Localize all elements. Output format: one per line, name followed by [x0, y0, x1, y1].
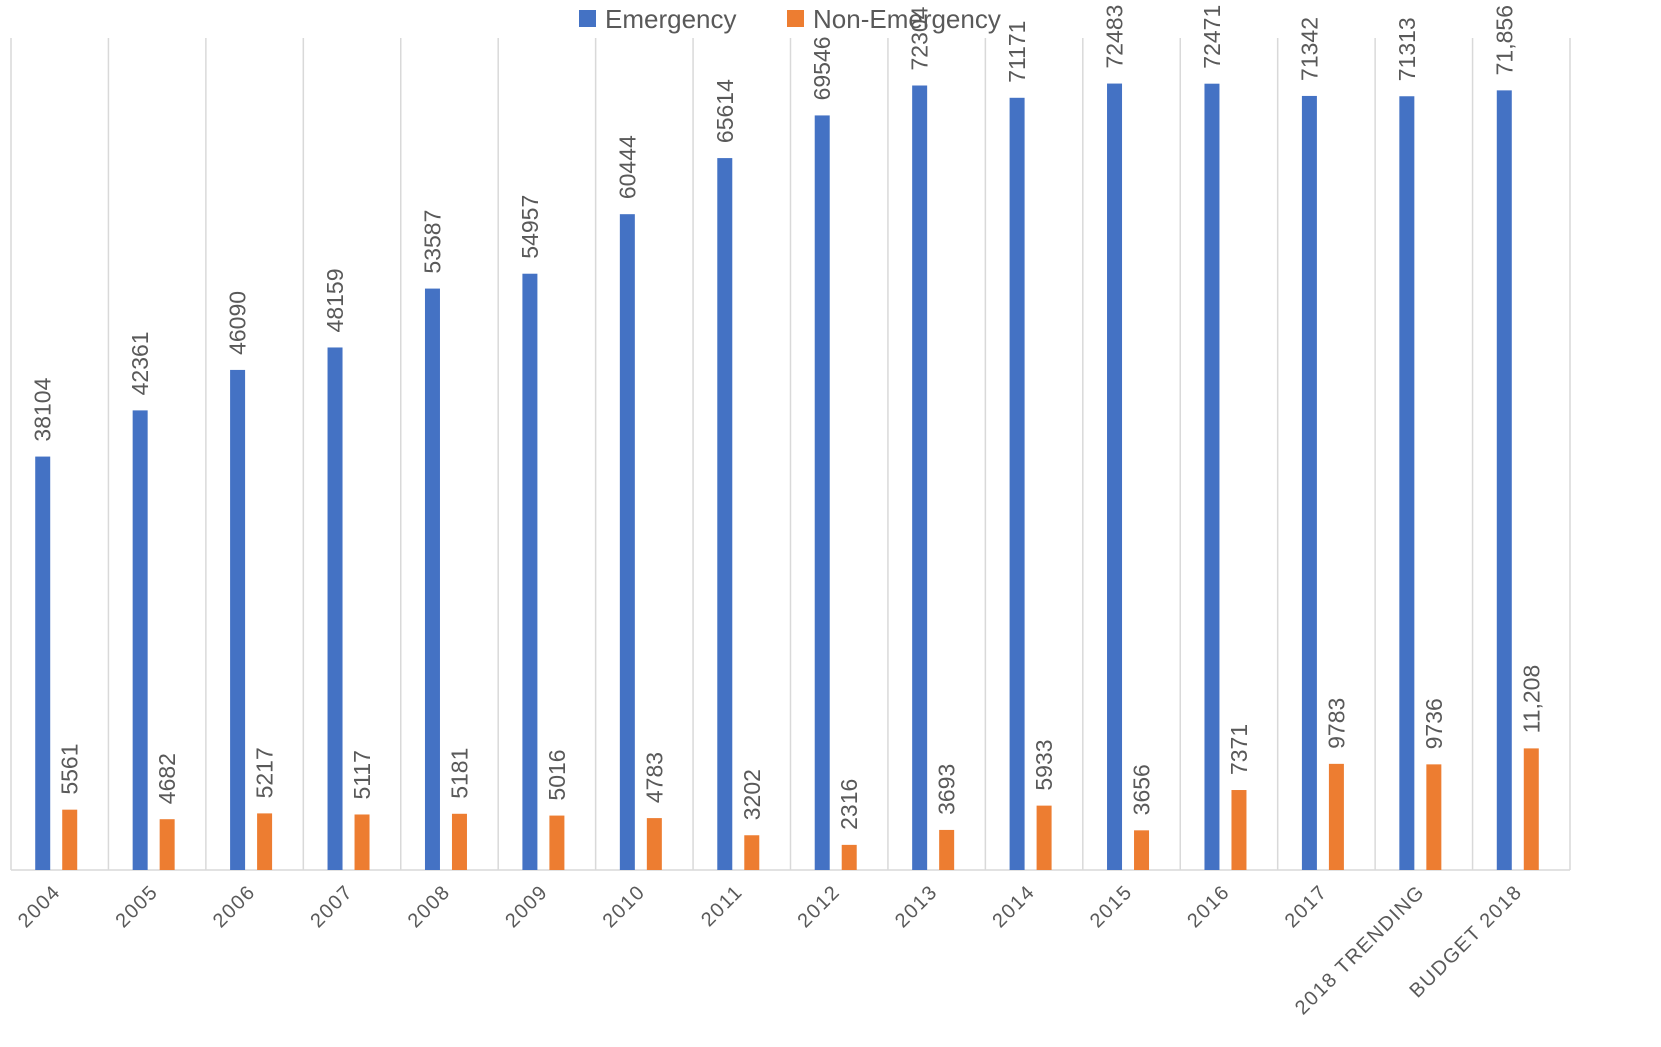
non-emergency-value-label: 4682 [154, 753, 180, 804]
emergency-value-label: 46090 [225, 291, 251, 355]
emergency-value-label: 72483 [1102, 5, 1128, 69]
non-emergency-bar [257, 813, 273, 870]
non-emergency-bar [744, 835, 760, 870]
non-emergency-bar [1134, 830, 1150, 870]
x-tick-label: 2004 [14, 881, 65, 932]
non-emergency-bar [159, 819, 175, 870]
x-tick-label: 2015 [1086, 881, 1137, 932]
emergency-bar [230, 369, 246, 870]
legend: Emergency Non-Emergency [579, 4, 1001, 34]
x-tick-label: 2008 [404, 881, 455, 932]
emergency-value-label: 65614 [712, 79, 738, 143]
x-tick-label: 2005 [111, 881, 162, 932]
emergency-value-label: 71342 [1296, 17, 1322, 81]
data-labels: 38104 42361 46090 48159 53587 54957 60444 65614… [30, 5, 1545, 830]
emergency-value-label: 69546 [809, 36, 835, 100]
non-emergency-bar [841, 844, 857, 870]
non-emergency-value-label: 9783 [1323, 698, 1349, 749]
non-emergency-value-label: 3656 [1129, 764, 1155, 815]
non-emergency-bar [1426, 764, 1442, 870]
non-emergency-bar [62, 809, 78, 870]
emergency-value-label: 38104 [30, 377, 56, 441]
non-emergency-bar [451, 813, 467, 870]
emergency-bar [912, 85, 928, 871]
emergency-bar [132, 410, 148, 870]
x-tick-label: 2006 [209, 881, 260, 932]
x-tick-labels: 2004 2005 2006 2007 2008 2009 2010 2011 2012 2013… [14, 881, 1527, 1019]
emergency-value-label: 71313 [1394, 17, 1420, 81]
emergency-value-label: 72304 [907, 6, 933, 70]
emergency-value-label: 72471 [1199, 5, 1225, 69]
non-emergency-bar [549, 815, 565, 870]
emergency-bar [1399, 96, 1415, 870]
non-emergency-bar [354, 814, 370, 870]
emergency-bar [1204, 83, 1220, 871]
emergency-value-label: 71,856 [1491, 5, 1517, 75]
x-tick-label: 2011 [697, 881, 747, 931]
non-emergency-bar [646, 818, 662, 870]
non-emergency-value-label: 5933 [1031, 739, 1057, 790]
emergency-value-label: 54957 [517, 195, 543, 259]
non-emergency-legend-swatch [787, 10, 804, 27]
emergency-value-label: 71171 [1004, 21, 1030, 83]
emergency-bar [1301, 95, 1317, 870]
emergency-value-label: 60444 [614, 135, 640, 199]
non-emergency-value-label: 9736 [1421, 698, 1447, 749]
emergency-bar [522, 273, 538, 870]
x-tick-label: 2010 [599, 881, 650, 932]
emergency-bar [1107, 83, 1123, 870]
x-tick-label: 2014 [988, 881, 1039, 932]
non-emergency-value-label: 7371 [1226, 724, 1252, 775]
non-emergency-bar [1036, 805, 1052, 870]
non-emergency-value-label: 5181 [446, 748, 472, 799]
x-tick-label: 2017 [1281, 881, 1332, 932]
bars [35, 83, 1539, 871]
emergency-bar [814, 115, 830, 870]
non-emergency-value-label: 5217 [252, 747, 278, 798]
emergency-bar [619, 214, 635, 870]
non-emergency-bar [1328, 763, 1344, 870]
emergency-value-label: 42361 [127, 331, 153, 395]
non-emergency-value-label: 3202 [739, 769, 765, 820]
x-tick-label: 2013 [891, 881, 942, 932]
emergency-value-label: 53587 [419, 210, 445, 274]
emergency-legend-label: Emergency [605, 4, 737, 34]
emergency-bar [327, 347, 343, 870]
non-emergency-value-label: 5117 [349, 750, 375, 799]
non-emergency-value-label: 4783 [641, 752, 667, 803]
non-emergency-bar [1231, 790, 1247, 870]
emergency-bar [1496, 90, 1512, 870]
non-emergency-value-label: 5561 [57, 743, 83, 794]
emergency-legend-swatch [579, 10, 596, 27]
non-emergency-bar [939, 829, 955, 870]
x-tick-label: 2009 [501, 881, 552, 932]
x-tick-label: 2012 [793, 881, 844, 932]
non-emergency-legend-label: Non-Emergency [813, 4, 1001, 34]
emergency-bar [1009, 97, 1025, 870]
non-emergency-bar [1523, 748, 1539, 870]
non-emergency-value-label: 5016 [544, 749, 570, 800]
non-emergency-value-label: 2316 [836, 779, 862, 830]
emergency-bar [717, 158, 733, 870]
x-tick-label: 2016 [1183, 881, 1234, 932]
emergency-bar [35, 456, 51, 870]
x-tick-label: 2007 [306, 881, 357, 932]
emergency-value-label: 48159 [322, 269, 348, 333]
non-emergency-value-label: 3693 [934, 764, 960, 815]
non-emergency-value-label: 11,208 [1518, 665, 1544, 734]
emergency-bar [424, 288, 440, 870]
gridlines [10, 38, 1571, 870]
